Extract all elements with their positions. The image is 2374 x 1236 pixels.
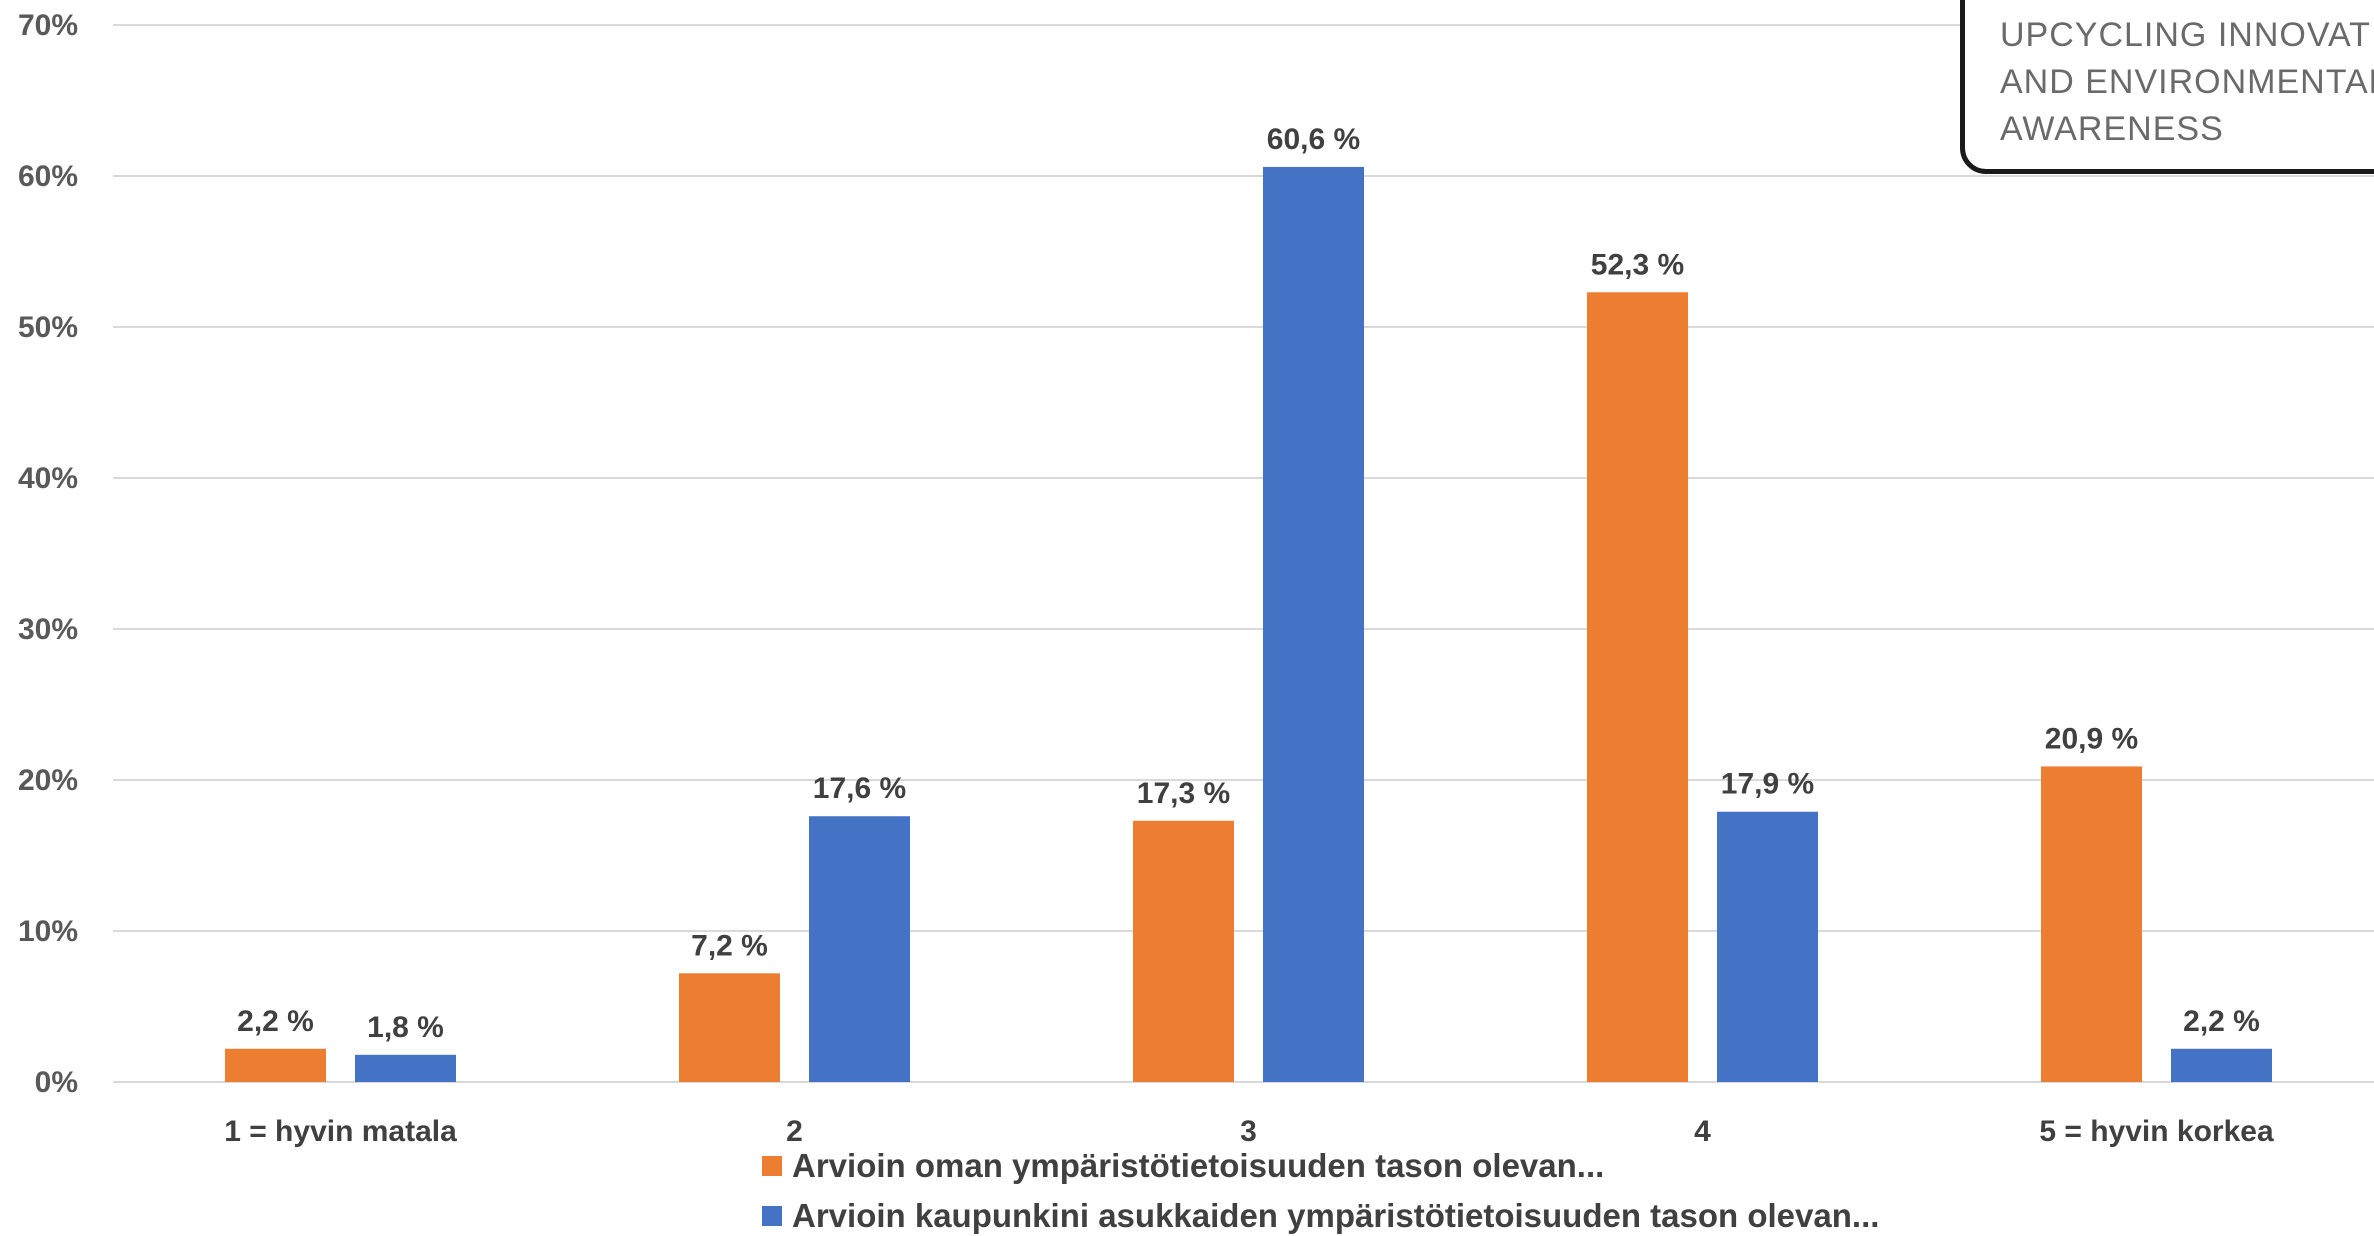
x-axis: 1 = hyvin matala 2 3 4 5 = hyvin korkea [224, 1115, 2274, 1148]
y-tick-label: 0% [35, 1066, 78, 1099]
bar [1133, 820, 1234, 1082]
bar [2041, 766, 2142, 1082]
bar [1587, 292, 1688, 1082]
logo-line-2: AND ENVIRONMENTAL [2000, 63, 2374, 101]
data-labels: 2,2 % 7,2 % 17,3 % 52,3 % 20,9 % 1,8 % 17,6 % 6… [237, 123, 2260, 1044]
legend-item-own: Arvioin oman ympäristötietoisuuden tason… [762, 1147, 1604, 1185]
legend-item-city: Arvioin kaupunkini asukkaiden ympäristöt… [762, 1197, 1879, 1235]
data-label: 60,6 % [1267, 123, 1360, 156]
logo-line-3: AWARENESS [2000, 110, 2224, 148]
bars [225, 166, 2272, 1082]
logo-text: UPCYCLING INNOVATIO AND ENVIRONMENTAL AW… [2000, 12, 2374, 153]
x-tick-label: 5 = hyvin korkea [2039, 1115, 2274, 1148]
legend-label-own: Arvioin oman ympäristötietoisuuden tason… [792, 1147, 1605, 1184]
data-label: 2,2 % [2183, 1005, 2260, 1038]
data-label: 20,9 % [2045, 722, 2138, 755]
bar [1263, 166, 1364, 1082]
y-tick-label: 40% [18, 462, 78, 495]
bar [679, 973, 780, 1082]
logo-line-1: UPCYCLING INNOVATIO [2000, 16, 2374, 54]
legend-swatch-city [762, 1206, 782, 1226]
data-label: 17,3 % [1137, 777, 1230, 810]
y-tick-label: 30% [18, 613, 78, 646]
bar [355, 1054, 456, 1082]
x-tick-label: 1 = hyvin matala [224, 1115, 457, 1148]
gridlines [113, 24, 2374, 1083]
data-label: 7,2 % [691, 929, 768, 962]
x-tick-label: 4 [1694, 1115, 1711, 1148]
data-label: 1,8 % [367, 1011, 444, 1044]
y-tick-label: 70% [18, 9, 78, 42]
y-tick-label: 20% [18, 764, 78, 797]
bar [809, 816, 910, 1082]
bar [2171, 1048, 2272, 1082]
data-label: 2,2 % [237, 1005, 314, 1038]
y-tick-label: 60% [18, 160, 78, 193]
legend-swatch-own [762, 1156, 782, 1176]
bar [1717, 811, 1818, 1082]
logo-badge [1960, 0, 2374, 174]
x-tick-label: 3 [1240, 1115, 1257, 1148]
data-label: 17,6 % [813, 772, 906, 805]
data-label: 52,3 % [1591, 248, 1684, 281]
bar [225, 1048, 326, 1082]
y-tick-label: 50% [18, 311, 78, 344]
legend-label-city: Arvioin kaupunkini asukkaiden ympäristöt… [792, 1197, 1880, 1234]
x-tick-label: 2 [786, 1115, 803, 1148]
y-tick-label: 10% [18, 915, 78, 948]
data-label: 17,9 % [1721, 768, 1814, 801]
y-axis: 0% 10% 20% 30% 40% 50% 60% 70% [18, 9, 78, 1099]
